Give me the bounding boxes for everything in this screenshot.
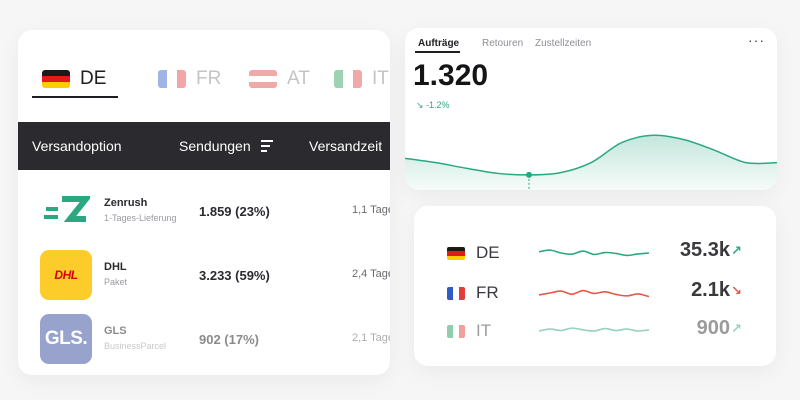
delivery-time: 2,4 Tage: [352, 268, 390, 280]
carrier-service: Paket: [104, 277, 128, 287]
column-header-time[interactable]: Versandzeit: [309, 138, 383, 154]
stat-row-it[interactable]: IT 900 ↗: [414, 316, 776, 346]
flag-de-icon: [42, 70, 70, 88]
table-row[interactable]: DHL DHL Paket 3.233 (59%) 2,4 Tage: [18, 244, 390, 306]
carrier-name: DHL: [104, 261, 127, 273]
stat-row-fr[interactable]: FR 2.1k ↘: [414, 278, 776, 308]
orders-delta: ↘ -1.2%: [416, 100, 450, 110]
country-code: FR: [476, 283, 499, 302]
tab-label: FR: [196, 68, 222, 89]
sparkline: [539, 289, 649, 298]
flag-de-icon: [447, 247, 465, 260]
more-options-icon[interactable]: ···: [748, 32, 765, 48]
gls-logo-text: GLS.: [44, 328, 88, 349]
flag-it-icon: [334, 70, 362, 88]
tab-it[interactable]: IT: [334, 68, 389, 90]
delivery-time: 1,1 Tage: [352, 204, 390, 216]
trend-up-icon: ↗: [731, 321, 742, 336]
tab-delivery-times[interactable]: Zustellzeiten: [535, 38, 592, 49]
stat-value: 35.3k: [679, 239, 730, 261]
tab-label: DE: [80, 68, 107, 89]
column-header-shipments[interactable]: Sendungen: [179, 138, 275, 154]
table-row[interactable]: GLS. GLS BusinessParcel 902 (17%) 2,1 Ta…: [18, 308, 390, 370]
dhl-logo: DHL: [40, 250, 92, 300]
tab-de[interactable]: DE: [42, 68, 106, 90]
tab-label: IT: [372, 68, 389, 89]
orders-value: 1.320: [413, 59, 489, 92]
tab-label: AT: [287, 68, 310, 89]
carrier-service: BusinessParcel: [104, 341, 167, 351]
stat-value: 2.1k: [691, 279, 730, 301]
carrier-service: 1-Tages-Lieferung: [104, 213, 177, 223]
tab-orders[interactable]: Aufträge: [418, 38, 460, 49]
gls-logo: GLS.: [40, 314, 92, 364]
flag-it-icon: [447, 325, 465, 338]
flag-at-icon: [249, 70, 277, 88]
active-tab-indicator: [32, 96, 118, 98]
delivery-time: 2,1 Tage: [352, 332, 390, 344]
column-header-option[interactable]: Versandoption: [32, 138, 122, 154]
table-row[interactable]: Zenrush 1-Tages-Lieferung 1.859 (23%) 1,…: [18, 180, 390, 242]
shipping-options-card: DE FR AT IT Versandoption Sendungen Vers…: [18, 30, 390, 375]
country-code: IT: [476, 321, 492, 340]
table-header: Versandoption Sendungen Versandzeit: [18, 122, 390, 170]
trend-up-icon: ↗: [731, 243, 742, 258]
sort-descending-icon[interactable]: [260, 140, 275, 152]
shipment-count: 3.233 (59%): [199, 268, 270, 283]
trend-area: [405, 135, 777, 190]
country-stats-card: DE 35.3k ↗ FR 2.1k ↘ IT 900 ↗: [414, 206, 776, 366]
carrier-name: Zenrush: [104, 197, 148, 209]
sparkline: [539, 249, 649, 257]
shipment-count: 902 (17%): [199, 332, 259, 347]
tab-returns[interactable]: Retouren: [482, 38, 524, 49]
hover-cursor-dot[interactable]: [526, 171, 532, 178]
zenrush-logo: [40, 186, 92, 236]
tab-fr[interactable]: FR: [158, 68, 221, 90]
country-tabs: DE FR AT IT: [18, 60, 390, 100]
stat-value: 900: [696, 317, 730, 339]
country-code: DE: [476, 243, 500, 262]
orders-widget: Aufträge Retouren Zustellzeiten ··· 1.32…: [405, 28, 777, 190]
tab-at[interactable]: AT: [249, 68, 310, 90]
active-tab-indicator: [415, 51, 460, 53]
sparkline: [539, 327, 649, 332]
dhl-logo-text: DHL: [54, 268, 78, 282]
column-header-label: Sendungen: [179, 138, 251, 154]
flag-fr-icon: [158, 70, 186, 88]
carrier-name: GLS: [104, 325, 127, 337]
orders-trend-chart: [405, 134, 777, 190]
trend-down-icon: ↘: [731, 283, 742, 298]
flag-fr-icon: [447, 287, 465, 300]
trend-line: [405, 134, 777, 176]
shipment-count: 1.859 (23%): [199, 204, 270, 219]
stat-row-de[interactable]: DE 35.3k ↗: [414, 238, 776, 268]
